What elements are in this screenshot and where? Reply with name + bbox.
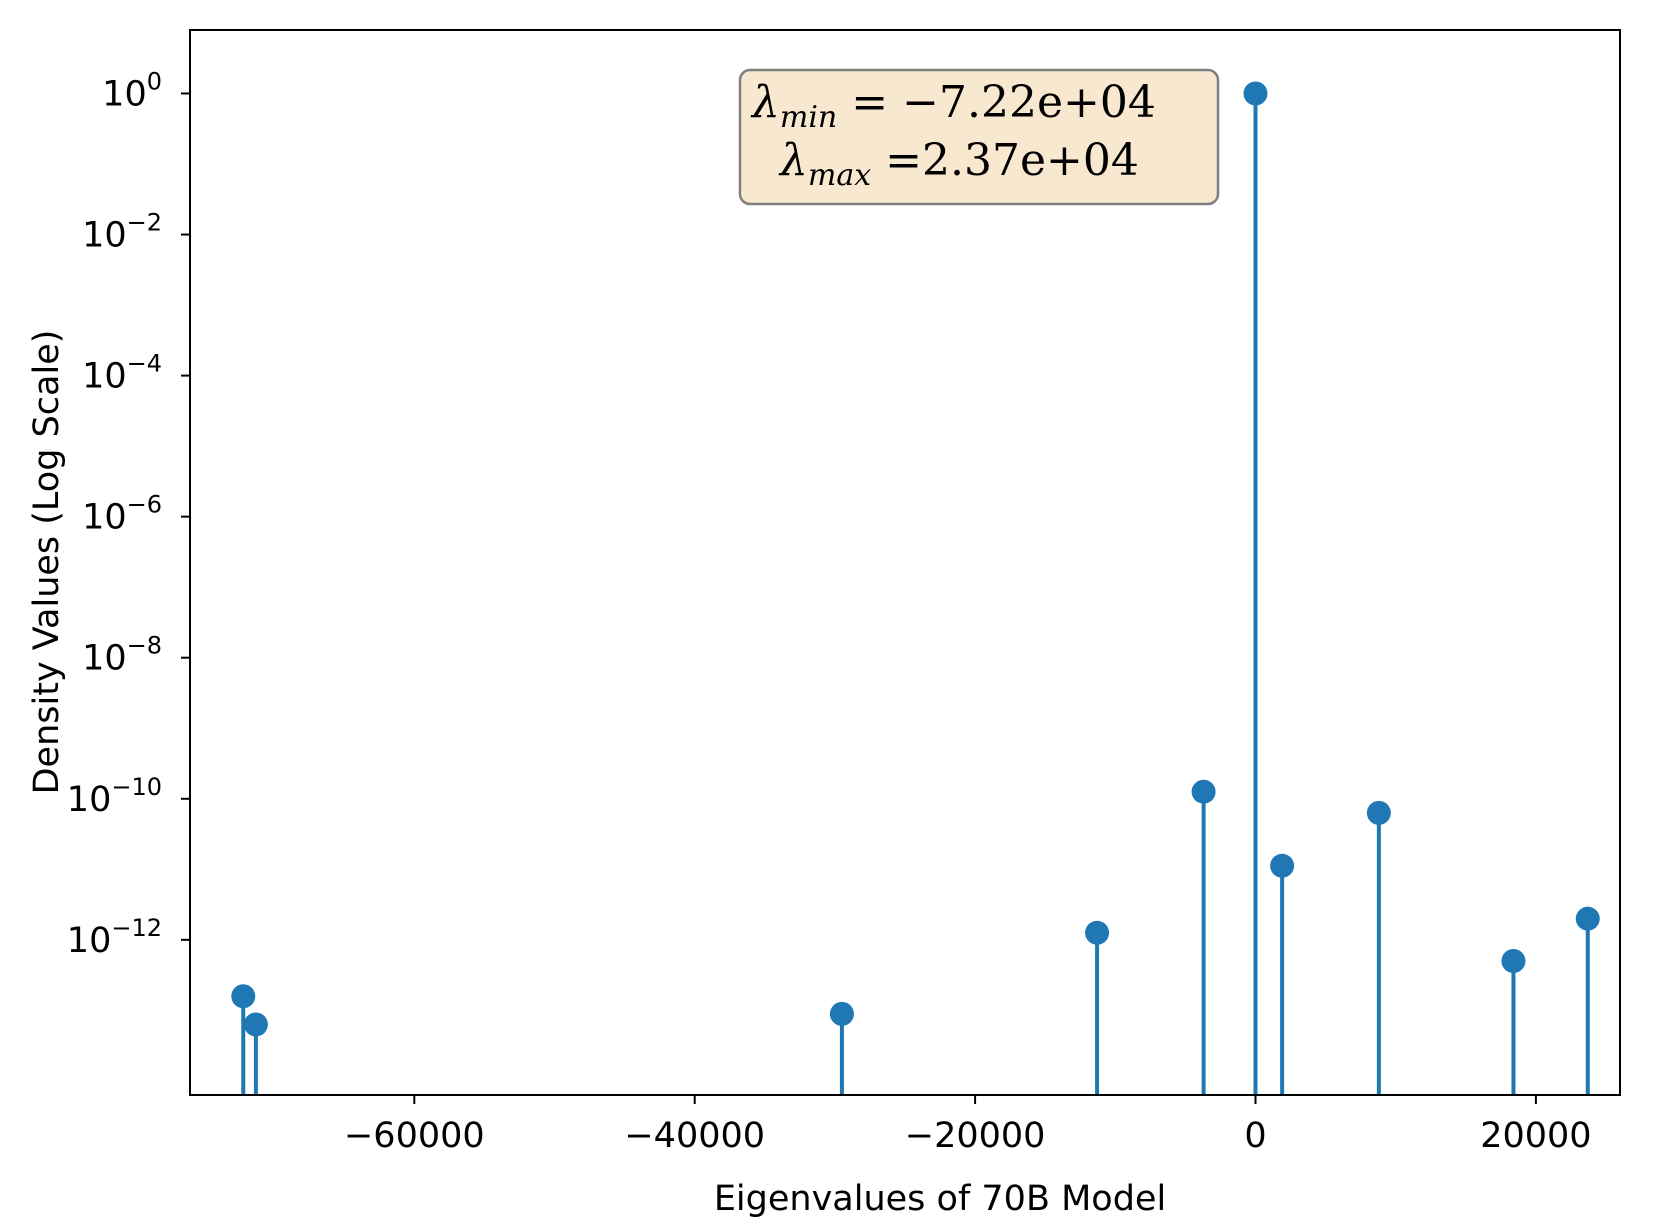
stem-marker-2	[829, 1001, 854, 1026]
stem-series	[231, 81, 1600, 1095]
y-axis-ticks: 100 10−2 10−4 10−6 10−8 10−10 10−12	[67, 67, 190, 961]
annotation-box	[738, 68, 1220, 206]
x-axis-ticks: −60000 −40000 −20000 0 20000	[344, 1095, 1592, 1156]
stem-marker-1	[243, 1012, 268, 1037]
y-tick-label: 10−10	[67, 773, 162, 820]
plot-frame	[189, 29, 1621, 1096]
y-tick-label: 10−8	[82, 632, 162, 679]
stem-marker-3	[1085, 920, 1110, 945]
y-axis-label: Density Values (Log Scale)	[27, 330, 67, 795]
y-tick-label: 10−4	[82, 350, 162, 397]
x-axis-label: Eigenvalues of 70B Model	[714, 1179, 1166, 1219]
lambda-min-text: λmin = −7.22e+04	[750, 77, 1156, 135]
stem-marker-7	[1366, 800, 1391, 825]
y-tick-label: 100	[102, 67, 162, 114]
y-tick-label: 10−2	[82, 209, 162, 256]
lambda-max-text: λmax =2.37e+04	[778, 135, 1139, 193]
stem-marker-8	[1501, 948, 1526, 973]
stem-marker-4	[1191, 779, 1216, 804]
x-tick-label: −40000	[624, 1116, 765, 1156]
x-tick-label: −60000	[344, 1116, 485, 1156]
x-tick-label: 0	[1244, 1116, 1266, 1156]
x-tick-label: −20000	[905, 1116, 1046, 1156]
y-tick-label: 10−12	[67, 914, 162, 961]
x-tick-label: 20000	[1480, 1116, 1591, 1156]
stem-marker-6	[1270, 853, 1295, 878]
eigenvalue-range-annotation: λmin = −7.22e+04 λmax =2.37e+04	[738, 68, 1220, 206]
y-tick-label: 10−6	[82, 491, 162, 538]
stem-marker-9	[1575, 906, 1600, 931]
stem-marker-0	[231, 984, 256, 1009]
stem-marker-5	[1243, 81, 1268, 106]
